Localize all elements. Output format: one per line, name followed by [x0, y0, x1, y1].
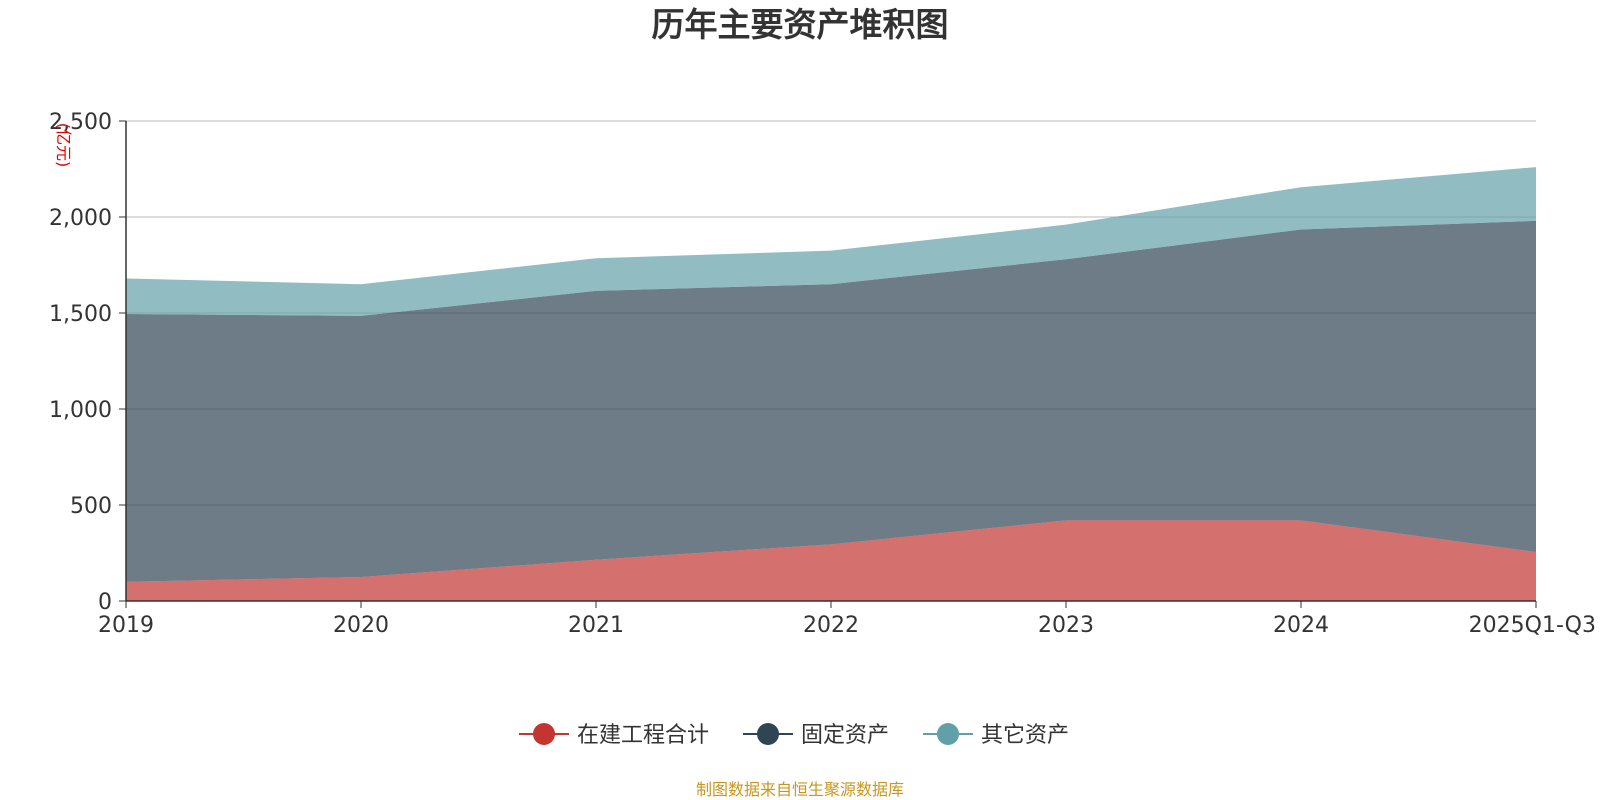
x-tick-label: 2022	[803, 613, 859, 638]
y-axis-unit: (亿元)	[54, 123, 73, 168]
legend-label: 在建工程合计	[577, 723, 709, 748]
y-tick-label: 1,500	[49, 302, 112, 327]
legend-marker	[757, 723, 779, 745]
y-tick-label: 2,500	[49, 110, 112, 135]
x-tick-label: 2020	[333, 613, 389, 638]
legend-item-1[interactable]: 在建工程合计	[519, 723, 709, 748]
legend-marker	[937, 723, 959, 745]
legend-label: 其它资产	[981, 723, 1069, 748]
legend-item-2[interactable]: 固定资产	[743, 723, 889, 748]
y-tick-label: 0	[98, 590, 112, 615]
series-area-1[interactable]	[126, 520, 1536, 601]
x-tick-label: 2025Q1-Q3	[1469, 613, 1596, 638]
chart-title: 历年主要资产堆积图	[652, 5, 949, 44]
y-tick-label: 1,000	[49, 398, 112, 423]
legend-marker	[533, 723, 555, 745]
legend-label: 固定资产	[801, 723, 889, 748]
legend-item-3[interactable]: 其它资产	[923, 723, 1069, 748]
x-tick-label: 2019	[98, 613, 154, 638]
data-source-note: 制图数据来自恒生聚源数据库	[696, 780, 904, 799]
x-tick-label: 2021	[568, 613, 624, 638]
y-tick-label: 500	[70, 494, 112, 519]
axes: 0 500 1,000 1,500 2,000 2,500 2019 2020 2021 2022…	[49, 110, 1596, 638]
x-tick-label: 2024	[1273, 613, 1329, 638]
series-area-3[interactable]	[126, 167, 1536, 316]
legend[interactable]: 在建工程合计 固定资产 其它资产	[519, 723, 1069, 748]
series-areas	[126, 167, 1536, 601]
x-tick-label: 2023	[1038, 613, 1094, 638]
y-tick-label: 2,000	[49, 206, 112, 231]
series-area-2[interactable]	[126, 220, 1536, 582]
